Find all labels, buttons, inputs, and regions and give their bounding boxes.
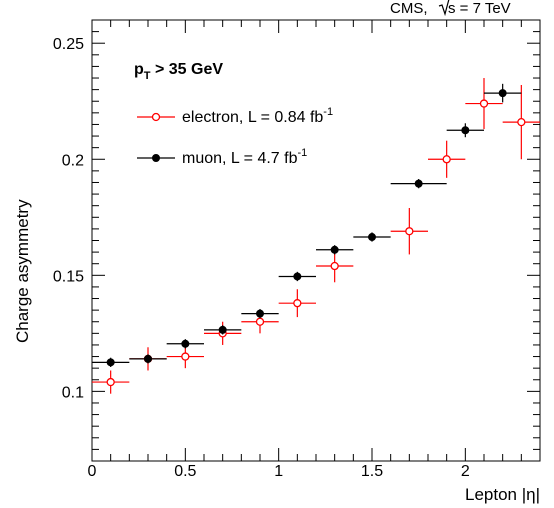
muon-point (129, 354, 167, 364)
muon-marker (256, 309, 264, 318)
data-series (92, 78, 540, 394)
pt-cut-label: pT > 35 GeV (134, 61, 223, 82)
muon-marker (414, 179, 423, 188)
x-tick-label: 0 (88, 463, 97, 480)
electron-point (166, 344, 204, 369)
axis-ticks (91, 19, 541, 461)
legend-marker-muon (152, 154, 160, 162)
electron-point (390, 208, 428, 255)
muon-marker (181, 339, 190, 348)
muon-point (166, 339, 204, 349)
muon-point (390, 178, 447, 189)
electron-point (316, 249, 354, 283)
electron-marker (181, 352, 190, 361)
y-tick-label: 0.25 (53, 36, 84, 53)
electron-point (465, 78, 503, 130)
x-tick-label: 0.5 (174, 463, 196, 480)
y-axis-title: Charge asymmetry (13, 199, 32, 343)
muon-marker (368, 233, 376, 242)
legend-label-muon: muon, L = 4.7 fb-1 (182, 147, 307, 167)
muon-point (316, 245, 354, 255)
series-muon (92, 83, 522, 367)
legend: electron, L = 0.84 fb-1 muon, L = 4.7 fb… (137, 106, 333, 167)
x-tick-label: 2 (461, 463, 470, 480)
y-tick-label: 0.1 (62, 384, 84, 401)
legend-entry-muon: muon, L = 4.7 fb-1 (137, 147, 307, 167)
legend-marker-electron (151, 112, 161, 122)
muon-marker (144, 354, 152, 363)
electron-marker (255, 317, 265, 326)
muon-marker (218, 325, 227, 334)
electron-marker (330, 261, 339, 271)
y-tick-label: 0.15 (53, 268, 84, 285)
sqrt-icon (438, 0, 450, 17)
muon-point (278, 271, 316, 282)
pt-subscript: T (144, 70, 151, 82)
electron-point (428, 140, 466, 178)
legend-text-muon: muon, L = 4.7 fb (182, 150, 298, 167)
x-axis-title: Lepton |η| (465, 485, 540, 504)
experiment-prefix: CMS, (390, 0, 428, 17)
muon-point (241, 308, 279, 319)
electron-marker (293, 299, 302, 308)
y-tick-label: 0.2 (62, 152, 84, 169)
energy-label: s = 7 TeV (448, 0, 511, 17)
muon-point (446, 123, 484, 138)
electron-marker (517, 117, 526, 127)
muon-point (484, 83, 522, 103)
muon-marker (293, 272, 302, 281)
plot-frame (91, 19, 541, 462)
x-tick-label: 1 (274, 463, 283, 480)
electron-point (278, 289, 316, 318)
muon-point (204, 325, 242, 335)
muon-marker (330, 245, 339, 254)
pt-cut-value: > 35 GeV (151, 61, 224, 78)
muon-marker (461, 126, 470, 135)
electron-marker (479, 99, 489, 108)
muon-point (92, 357, 130, 367)
electron-marker (405, 227, 414, 236)
legend-sup-muon: -1 (297, 147, 307, 159)
electron-marker (106, 377, 115, 387)
muon-marker (106, 358, 115, 367)
x-tick-label: 1.5 (361, 463, 383, 480)
electron-point (502, 84, 540, 160)
legend-sup-electron: -1 (323, 106, 333, 118)
experiment-label: CMS, s = 7 TeV (390, 0, 511, 17)
muon-marker (498, 89, 507, 98)
legend-label-electron: electron, L = 0.84 fb-1 (182, 106, 333, 126)
legend-entry-electron: electron, L = 0.84 fb-1 (137, 106, 333, 126)
electron-marker (442, 155, 451, 164)
tick-labels: 0 0.5 1 1.5 2 0.1 0.15 0.2 0.25 (53, 36, 470, 480)
electron-point (92, 370, 130, 394)
legend-text-electron: electron, L = 0.84 fb (182, 109, 323, 126)
pt-symbol: p (134, 61, 144, 78)
muon-point (353, 232, 391, 242)
